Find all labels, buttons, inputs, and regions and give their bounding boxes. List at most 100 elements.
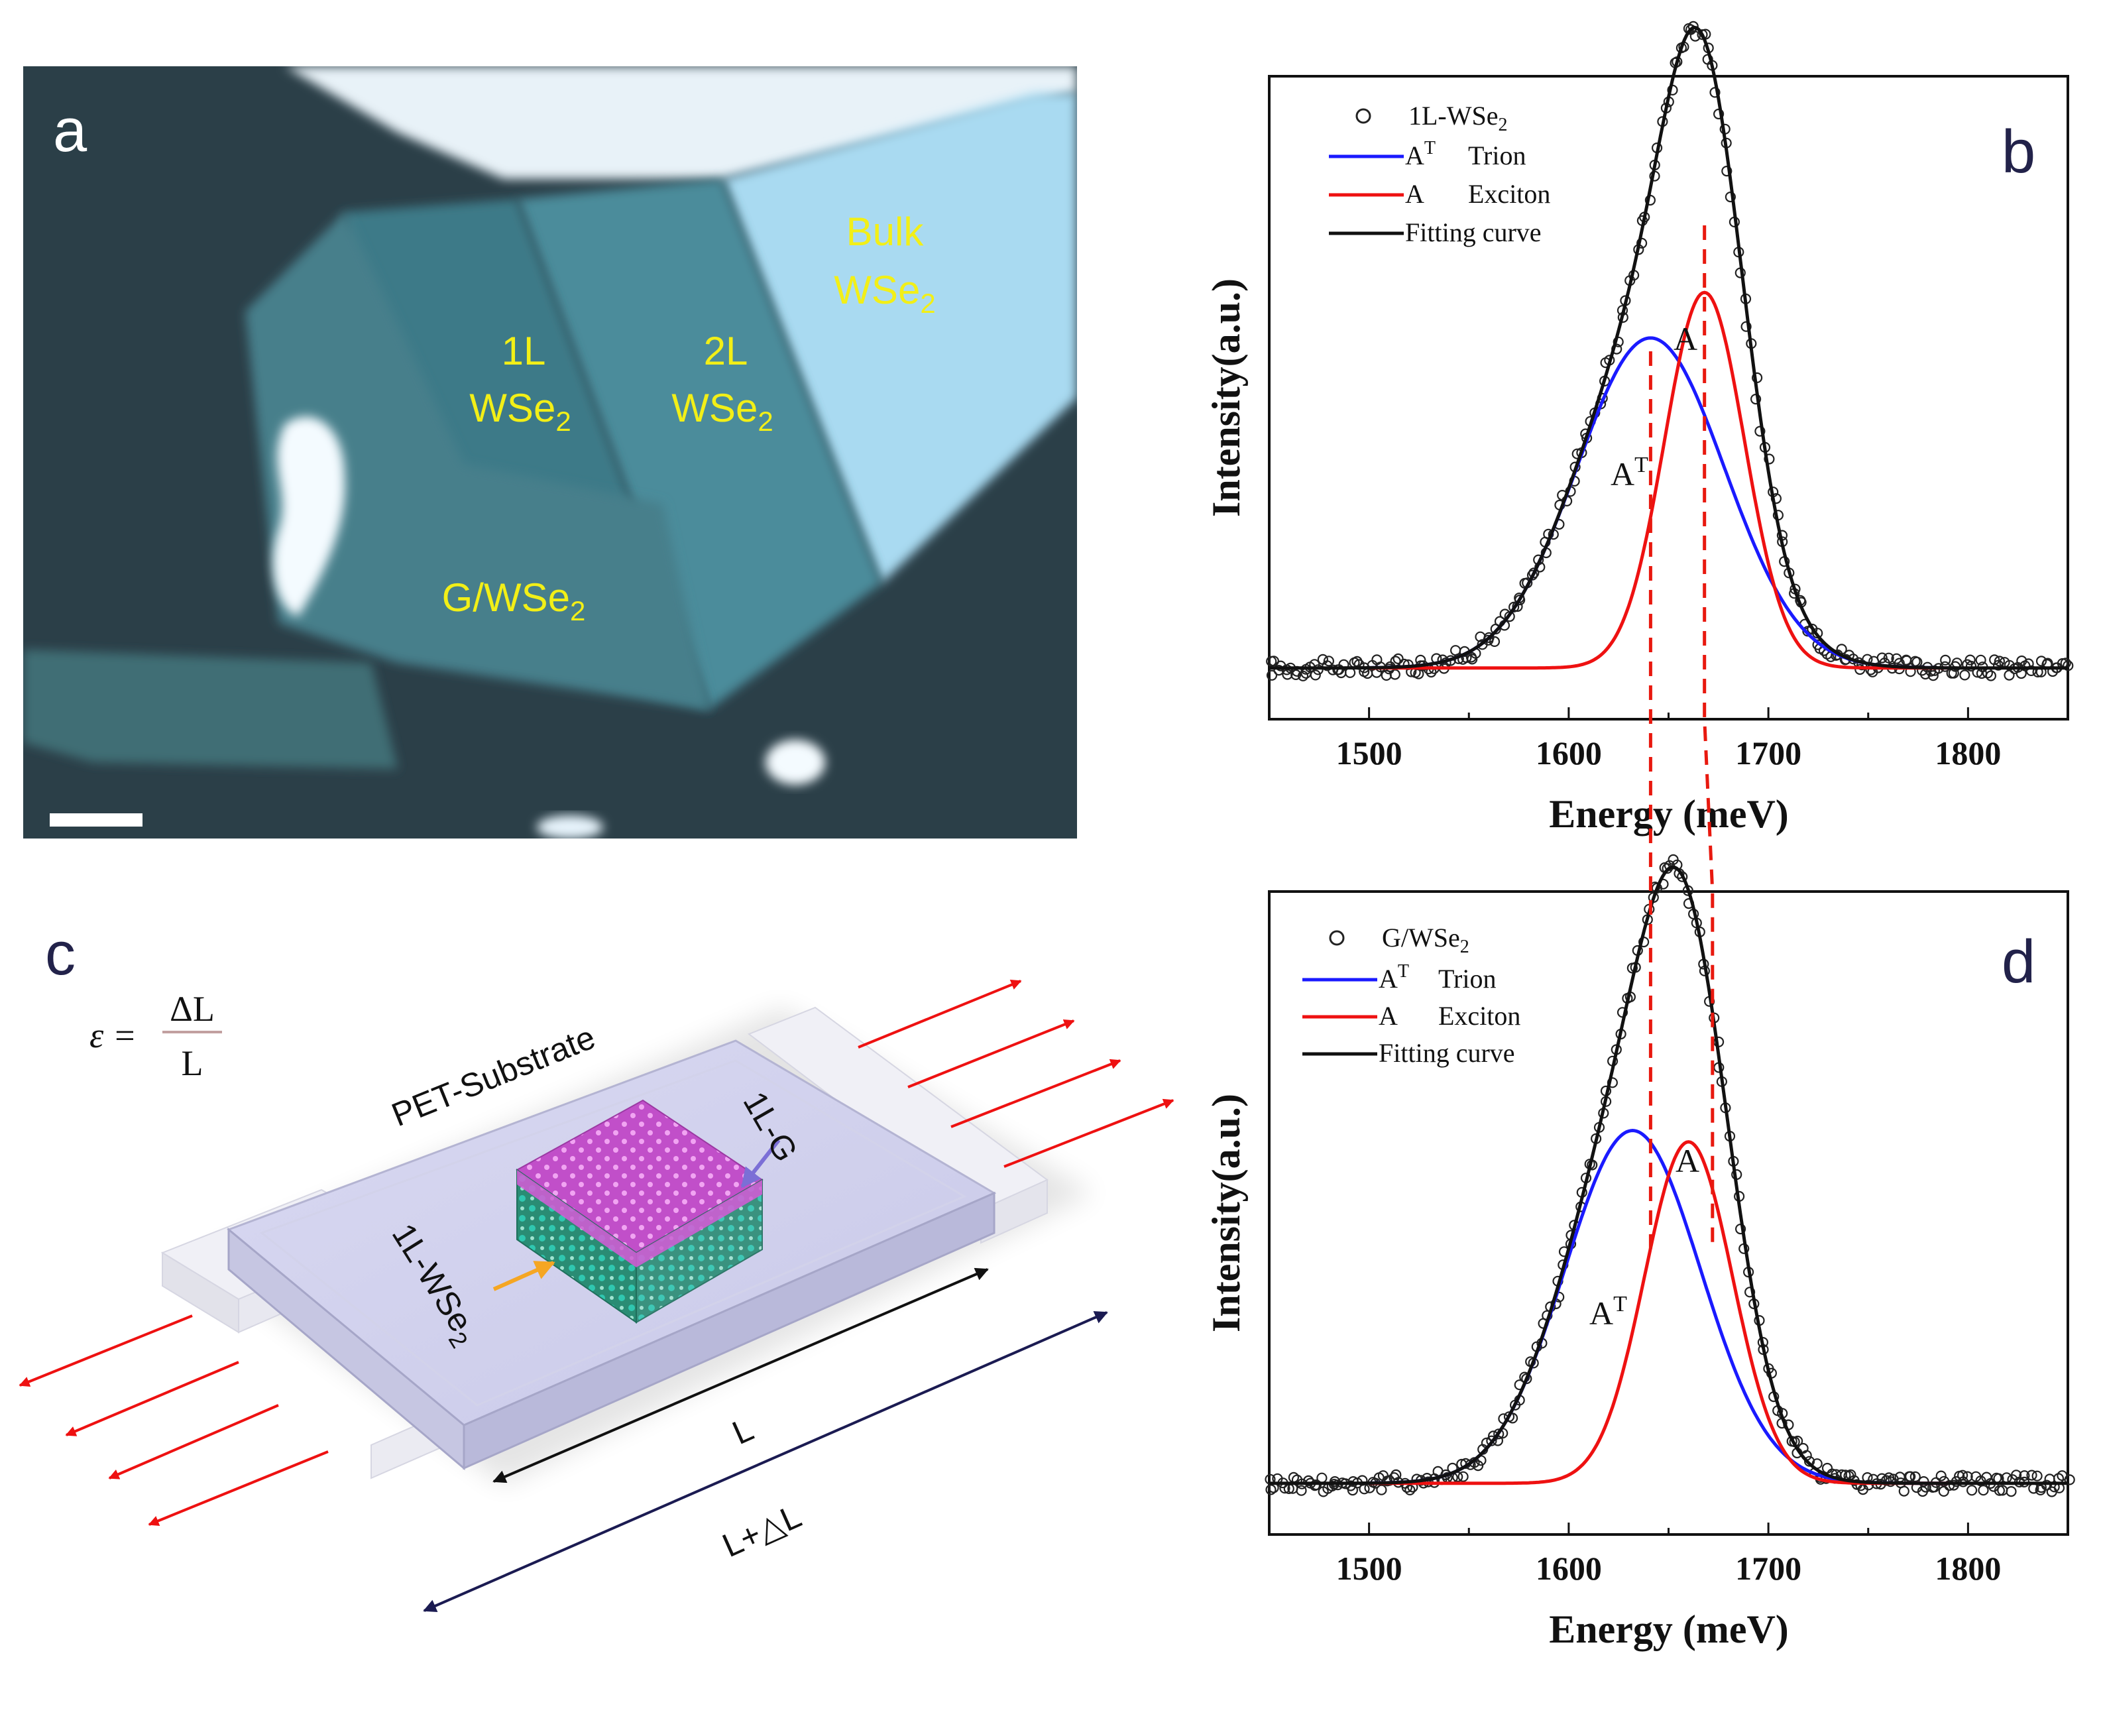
peak-label-trion: AT xyxy=(1611,453,1648,492)
tensile-arrows-right xyxy=(858,980,1174,1168)
data-point xyxy=(2019,1470,2030,1481)
data-point xyxy=(2004,669,2015,681)
peak-label-exciton: A xyxy=(1676,1142,1699,1179)
data-point xyxy=(1821,1462,1833,1474)
x-tick-label: 1700 xyxy=(1735,1550,1801,1587)
formula-denominator: L xyxy=(182,1043,203,1083)
label-1l-wse2: WSe2 xyxy=(469,386,571,437)
x-tick-label: 1800 xyxy=(1935,734,2001,772)
chart-b: 1500 1600 1700 1800 b Energy (meV) Intensit… xyxy=(1204,21,2074,836)
tensile-arrows-left xyxy=(19,1314,329,1526)
formula-numerator: ΔL xyxy=(170,989,215,1029)
chart-b-panel-letter: b xyxy=(2002,118,2035,186)
data-point xyxy=(1940,654,1951,666)
graphene-edge-side xyxy=(636,1180,762,1267)
svg-text:ε =: ε = xyxy=(89,1015,137,1055)
chart-d-marks xyxy=(1265,854,2075,1497)
chart-b-xlabel: Energy (meV) xyxy=(1549,792,1789,836)
data-point xyxy=(1389,669,1400,680)
data-point xyxy=(1918,1476,1929,1487)
legend-exciton-label: Exciton xyxy=(1468,179,1550,209)
pet-inner-rim xyxy=(259,1059,967,1407)
data-point xyxy=(1904,1471,1915,1482)
graphene-pointer-arrow xyxy=(740,1139,781,1188)
panel-c-letter: c xyxy=(45,920,76,988)
bulk-wse2-region xyxy=(722,93,1077,583)
label-g-wse2: G/WSe2 xyxy=(442,575,586,626)
label-2l-wse2: WSe2 xyxy=(671,386,773,437)
chart-d: 1500 1600 1700 1800 d Energy (meV) Intensit… xyxy=(1204,854,2075,1651)
graphene-overlap-region xyxy=(245,212,709,709)
data-point xyxy=(2006,1486,2017,1497)
data-point xyxy=(1687,21,1699,32)
data-point xyxy=(1965,660,1977,672)
legend-data-label: G/WSe2 xyxy=(1382,923,1469,957)
legend-exciton-symbol: A xyxy=(1379,1001,1398,1031)
peak-guide-connectors xyxy=(1648,225,1715,1249)
data-point xyxy=(1764,453,1775,465)
legend-fit-label: Fitting curve xyxy=(1379,1038,1515,1068)
legend-data-label: 1L-WSe2 xyxy=(1408,101,1508,135)
data-point xyxy=(1721,166,1733,177)
legend-trion-symbol: AT xyxy=(1379,961,1409,994)
data-point xyxy=(1376,1484,1387,1495)
legend-data-marker xyxy=(1355,108,1371,124)
legend-trion-label: Trion xyxy=(1438,964,1496,994)
data-point xyxy=(1927,670,1939,681)
data-point xyxy=(1296,1485,1307,1496)
data-point xyxy=(2026,1470,2037,1481)
data-point xyxy=(1876,652,1888,664)
legend-fit-label: Fitting curve xyxy=(1405,217,1542,247)
chart-d-ylabel: Intensity(a.u.) xyxy=(1204,1094,1248,1332)
bright-residue-bottom xyxy=(766,740,825,785)
panel-a-micrograph: a Bulk WSe2 1L WSe2 2L WSe2 G/WSe2 xyxy=(23,66,1077,839)
data-point xyxy=(2064,1474,2075,1485)
graphene-edge-front xyxy=(517,1170,636,1267)
tensile-arrow-right-4 xyxy=(1003,1098,1174,1168)
data-point xyxy=(1316,1472,1328,1483)
series-fitting-curve xyxy=(1269,865,2068,1485)
data-point xyxy=(2063,660,2074,671)
data-point xyxy=(1957,1470,1968,1481)
data-point xyxy=(1898,1485,1909,1497)
data-point xyxy=(1310,669,1321,681)
data-point xyxy=(1951,1476,1962,1487)
data-point xyxy=(1312,664,1324,675)
peak-label-trion: AT xyxy=(1589,1292,1627,1332)
label-bulk-wse2: WSe2 xyxy=(834,268,935,319)
data-point xyxy=(1266,669,1278,681)
chart-d-xlabel: Energy (meV) xyxy=(1549,1607,1789,1651)
tensile-arrow-right-2 xyxy=(907,1019,1075,1088)
data-point xyxy=(1994,656,2005,667)
data-point xyxy=(1962,1471,1973,1482)
data-point xyxy=(1938,1485,1949,1497)
series-exciton-curve xyxy=(1369,1140,1949,1485)
x-tick-label: 1700 xyxy=(1735,734,1801,772)
data-point xyxy=(1404,1484,1416,1495)
data-point xyxy=(1309,1480,1321,1491)
data-point xyxy=(2041,1479,2052,1491)
legend-exciton-label: Exciton xyxy=(1438,1001,1520,1031)
data-point xyxy=(1744,1287,1756,1298)
stretched-length-arrow xyxy=(423,1311,1108,1612)
peak-guide-line xyxy=(1703,225,1715,1249)
data-point xyxy=(1975,1476,1986,1487)
data-point xyxy=(2031,1470,2043,1481)
chart-d-panel-letter: d xyxy=(2002,928,2035,996)
x-tick-label: 1500 xyxy=(1336,734,1402,772)
data-point xyxy=(1528,567,1540,579)
data-point xyxy=(1935,1470,1947,1481)
graphene-strip xyxy=(23,650,398,769)
legend-data-marker xyxy=(1329,930,1345,946)
data-point xyxy=(1297,670,1309,681)
bright-residue-left xyxy=(272,416,345,616)
bright-residue-edge xyxy=(537,815,603,839)
data-point xyxy=(2035,656,2047,667)
chart-b-ticks: 1500 1600 1700 1800 xyxy=(1268,707,2069,772)
data-point xyxy=(1883,652,1894,664)
data-point xyxy=(1754,426,1766,437)
tensile-arrow-left-4 xyxy=(148,1450,329,1526)
data-point xyxy=(1909,1471,1921,1482)
series-exciton-curve xyxy=(1369,290,1949,670)
peak-label-exciton: A xyxy=(1674,320,1697,357)
